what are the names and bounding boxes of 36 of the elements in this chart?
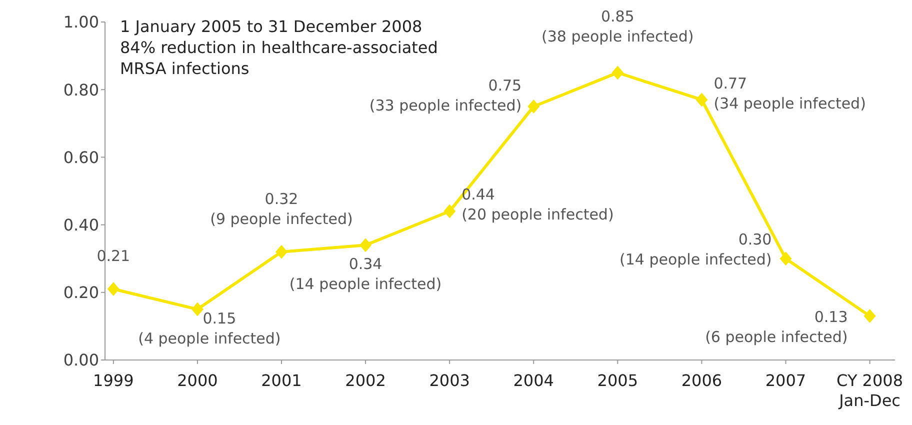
x-tick-label: 1999 xyxy=(93,371,134,390)
point xyxy=(360,238,372,252)
x-tick-label: 2003 xyxy=(429,371,470,390)
y-tick-label: 1.00 xyxy=(63,12,99,32)
point xyxy=(780,252,792,266)
point xyxy=(696,92,708,107)
point xyxy=(107,282,120,296)
y-tick-label: 0.80 xyxy=(63,80,99,100)
x-tick-label: 2006 xyxy=(681,371,722,390)
data-label: 0.32 (9 people infected) xyxy=(210,190,353,228)
x-tick-label: 2001 xyxy=(261,371,302,390)
data-label: 0.34 (14 people infected) xyxy=(289,255,442,294)
point xyxy=(864,309,876,324)
point xyxy=(528,100,540,114)
point xyxy=(191,302,204,316)
x-tick-label: 2002 xyxy=(345,371,386,390)
x-tick-label: 2004 xyxy=(513,371,554,390)
data-label: 0.75 (33 people infected) xyxy=(369,76,522,114)
data-label: 0.85 (38 people infected) xyxy=(542,8,694,46)
y-tick-label: 0.60 xyxy=(63,148,99,167)
data-label: 0.30 (14 people infected) xyxy=(620,230,772,269)
data-label: 0.77 (34 people infected) xyxy=(714,74,866,113)
y-tick-label: 0.40 xyxy=(63,215,99,234)
x-tick-label: 2000 xyxy=(177,371,218,390)
data-label: 0.44 (20 people infected) xyxy=(462,185,614,224)
annotation: 1 January 2005 to 31 December 2008 84% reduction in healthcare-associated MRSA infections xyxy=(120,16,438,79)
data-label: 0.13 (6 people infected) xyxy=(705,308,848,346)
data-label: 0.15 (4 people infected) xyxy=(138,309,281,348)
y-tick-label: 0.00 xyxy=(63,350,99,370)
y-tick-label: 0.20 xyxy=(63,283,99,302)
point xyxy=(444,204,456,218)
point xyxy=(612,66,624,80)
x-tick-label: 2007 xyxy=(765,371,806,390)
x-tick-label: 2005 xyxy=(597,371,638,390)
point xyxy=(275,244,288,259)
x-tick-label: CY 2008 Jan-Dec xyxy=(836,371,904,410)
